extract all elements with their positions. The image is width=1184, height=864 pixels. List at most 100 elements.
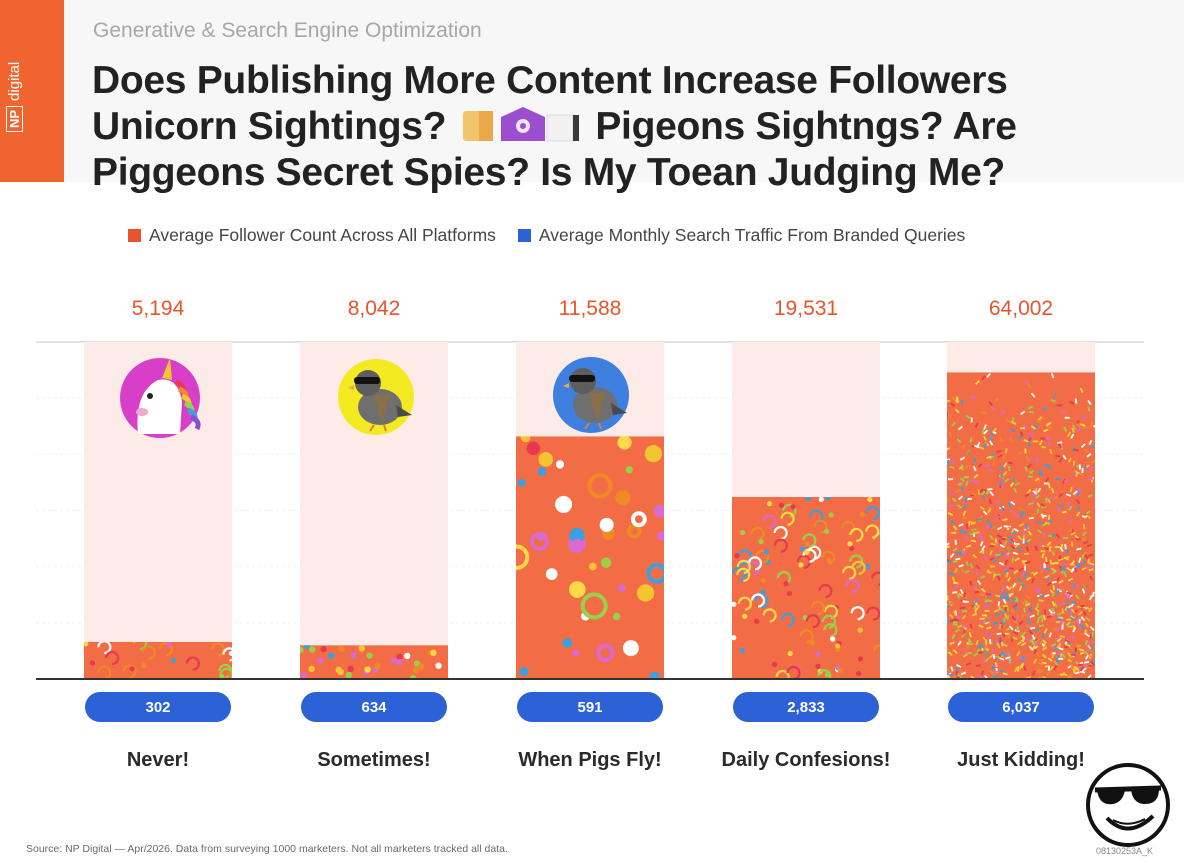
confetti-piece	[1055, 533, 1061, 539]
confetti-piece	[1085, 616, 1091, 622]
confetti-piece	[1020, 662, 1024, 669]
confetti-piece	[952, 591, 958, 594]
confetti-piece	[969, 623, 973, 629]
confetti-piece	[1082, 524, 1086, 530]
confetti-piece	[1037, 614, 1043, 620]
confetti-piece	[1052, 585, 1056, 591]
confetti-piece	[1039, 569, 1045, 574]
confetti-piece	[1070, 560, 1076, 566]
confetti-piece	[1053, 495, 1059, 500]
confetti-piece	[1025, 546, 1030, 552]
bar-bubble	[555, 495, 573, 513]
confetti-piece	[1080, 616, 1086, 622]
confetti-piece	[1080, 625, 1086, 630]
confetti-piece	[1072, 424, 1077, 430]
confetti-piece	[1044, 560, 1051, 565]
confetti-piece	[1051, 607, 1055, 613]
bar-bubble	[571, 538, 583, 550]
confetti-piece	[1089, 575, 1094, 581]
confetti-piece	[985, 523, 990, 529]
confetti-piece	[985, 640, 988, 646]
confetti-piece	[989, 534, 994, 540]
confetti-piece	[1000, 481, 1004, 487]
confetti-piece	[1042, 406, 1048, 412]
confetti-piece	[1064, 605, 1069, 611]
bar-ring	[842, 565, 857, 580]
confetti-piece	[947, 645, 949, 651]
confetti-piece	[1091, 591, 1095, 597]
bar-dot	[855, 670, 862, 677]
confetti-piece	[1008, 567, 1014, 570]
confetti-piece	[1085, 632, 1091, 638]
confetti-piece	[1028, 645, 1034, 651]
confetti-piece	[1004, 559, 1009, 566]
confetti-piece	[992, 460, 996, 466]
confetti-piece	[1040, 638, 1044, 645]
confetti-piece	[1078, 464, 1081, 470]
legend-swatch-search	[517, 229, 531, 242]
bar-1	[300, 645, 448, 679]
confetti-piece	[1076, 620, 1080, 626]
confetti-piece	[1076, 487, 1083, 493]
confetti-piece	[1086, 543, 1093, 548]
bar-bubble	[653, 504, 664, 518]
confetti-piece	[1018, 507, 1024, 512]
confetti-piece	[1027, 463, 1032, 469]
confetti-piece	[1075, 499, 1081, 505]
legend-swatch-followers	[128, 229, 141, 242]
confetti-piece	[1002, 604, 1008, 608]
confetti-piece	[1021, 510, 1027, 515]
confetti-piece	[979, 643, 985, 649]
confetti-piece	[947, 447, 951, 452]
confetti-piece	[1024, 565, 1026, 571]
unicorn-icon	[120, 358, 201, 438]
bar-bubble	[600, 557, 612, 568]
confetti-piece	[986, 626, 992, 630]
bar-ring	[754, 594, 769, 609]
confetti-piece	[1048, 496, 1054, 501]
confetti-piece	[1058, 558, 1064, 562]
confetti-piece	[1024, 600, 1028, 607]
confetti-piece	[957, 673, 963, 678]
confetti-piece	[962, 531, 968, 534]
confetti-piece	[967, 652, 973, 655]
confetti-piece	[947, 545, 950, 549]
confetti-piece	[1013, 543, 1019, 549]
confetti-piece	[1040, 437, 1046, 440]
confetti-piece	[1048, 608, 1053, 614]
confetti-piece	[1078, 471, 1084, 477]
confetti-piece	[1057, 441, 1063, 445]
confetti-piece	[982, 657, 986, 663]
confetti-piece	[1046, 581, 1052, 587]
confetti-piece	[1043, 546, 1050, 551]
confetti-piece	[992, 621, 998, 626]
confetti-piece	[969, 563, 974, 569]
bar-bubble	[612, 612, 621, 621]
confetti-piece	[979, 575, 986, 580]
confetti-piece	[952, 560, 958, 563]
confetti-piece	[1039, 541, 1041, 547]
confetti-piece	[951, 497, 957, 503]
confetti-piece	[965, 464, 971, 468]
confetti-piece	[1034, 640, 1039, 646]
confetti-piece	[947, 617, 950, 624]
bar-dot	[771, 661, 778, 668]
confetti-piece	[1050, 549, 1056, 554]
confetti-piece	[959, 588, 964, 595]
confetti-piece	[1055, 627, 1061, 632]
confetti-piece	[977, 489, 981, 495]
confetti-piece	[1033, 645, 1039, 650]
bar-dot	[412, 666, 420, 674]
confetti-piece	[1025, 524, 1029, 530]
confetti-piece	[1074, 398, 1078, 404]
confetti-piece	[1045, 422, 1052, 427]
confetti-piece	[962, 600, 968, 603]
confetti-piece	[1021, 561, 1027, 567]
confetti-piece	[948, 478, 954, 481]
confetti-piece	[961, 614, 967, 620]
confetti-piece	[947, 591, 948, 597]
confetti-piece	[1078, 557, 1082, 563]
confetti-piece	[1025, 624, 1031, 629]
category-label: Daily Confesions!	[722, 749, 891, 771]
confetti-piece	[984, 595, 987, 601]
